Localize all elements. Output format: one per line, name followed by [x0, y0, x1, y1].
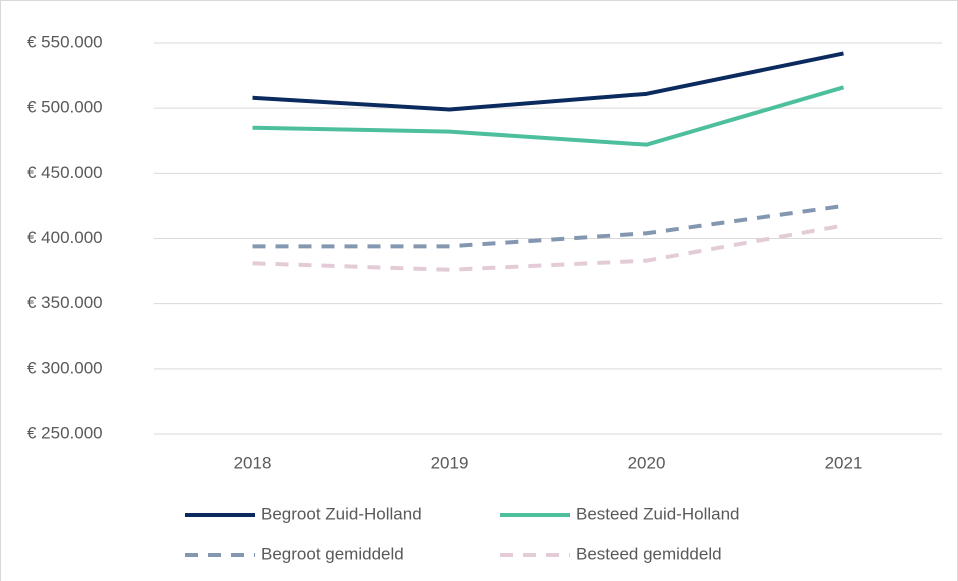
y-tick-label: € 250.000 — [27, 423, 103, 442]
legend-label: Begroot gemiddeld — [261, 544, 404, 563]
series-line — [252, 51, 844, 112]
y-tick-label: € 400.000 — [27, 228, 103, 247]
x-tick-label: 2020 — [628, 453, 666, 472]
legend-label: Besteed gemiddeld — [576, 544, 722, 563]
y-tick-label: € 450.000 — [27, 163, 103, 182]
series-line — [252, 203, 844, 249]
series-line — [252, 85, 845, 147]
y-tick-label: € 350.000 — [27, 293, 103, 312]
y-tick-label: € 300.000 — [27, 358, 103, 377]
series-line — [252, 223, 844, 272]
y-tick-label: € 550.000 — [27, 32, 103, 51]
legend-label: Begroot Zuid-Holland — [261, 504, 422, 523]
x-tick-label: 2018 — [234, 453, 272, 472]
legend-label: Besteed Zuid-Holland — [576, 504, 739, 523]
x-tick-label: 2021 — [825, 453, 863, 472]
y-tick-label: € 500.000 — [27, 98, 103, 117]
x-tick-label: 2019 — [431, 453, 469, 472]
